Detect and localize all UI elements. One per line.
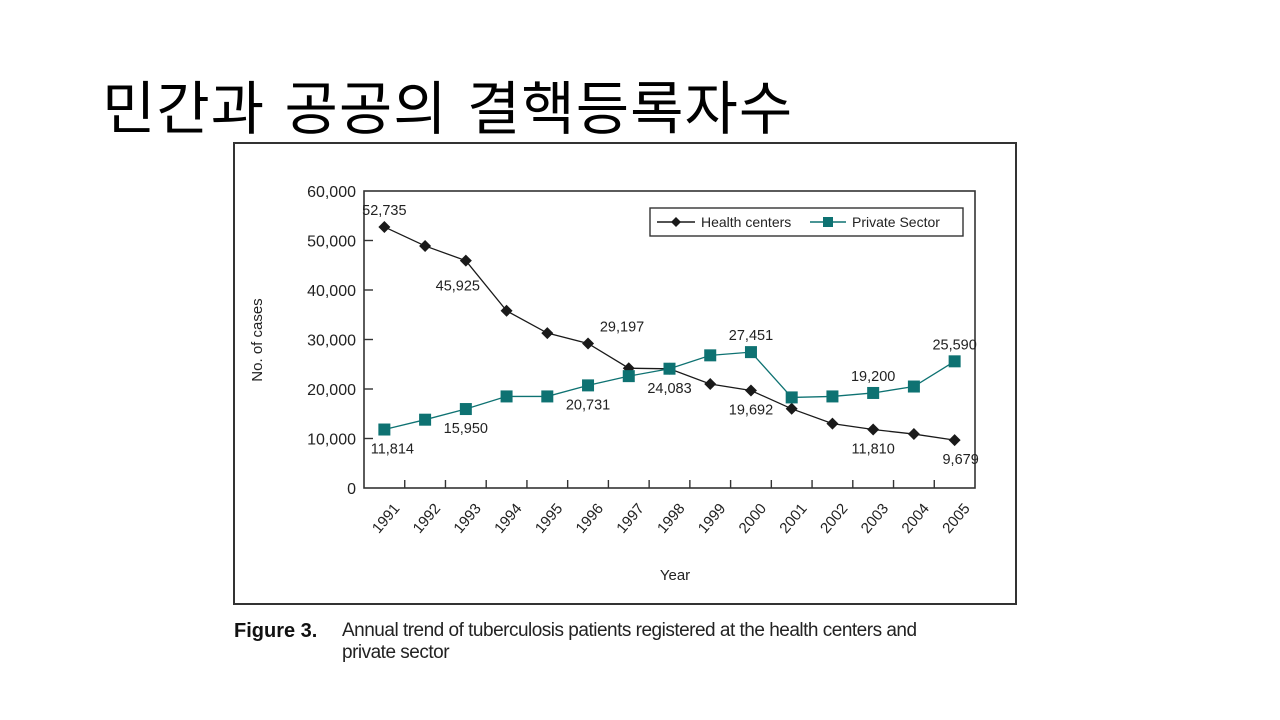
- x-tick-label: 1993: [450, 500, 484, 536]
- data-point-square: [622, 370, 635, 383]
- data-point-diamond: [907, 428, 920, 441]
- data-point-square: [744, 346, 757, 359]
- y-axis-ticks: 0 10,000 20,000 30,000 40,000 50,000 60,000: [307, 184, 373, 498]
- caption-line-1: Annual trend of tuberculosis patients re…: [342, 620, 917, 641]
- legend-box: [649, 207, 964, 237]
- data-point-square: [378, 423, 391, 436]
- data-point-diamond: [541, 327, 554, 340]
- x-tick-label: 1998: [654, 500, 688, 536]
- y-tick-label: 40,000: [307, 283, 356, 300]
- figure-caption: Figure 3. Annual trend of tuberculosis p…: [234, 620, 1034, 663]
- x-tick-label: 1994: [491, 500, 525, 536]
- x-tick-label: 1995: [532, 500, 566, 536]
- x-tick-label: 1991: [369, 500, 403, 536]
- data-point-square: [907, 380, 920, 393]
- x-tick-label: 2000: [736, 500, 770, 536]
- data-label: 15,950: [444, 421, 488, 437]
- data-point-diamond: [744, 384, 757, 397]
- y-tick-label: 10,000: [307, 432, 356, 449]
- data-label: 11,810: [852, 442, 895, 458]
- data-label: 27,451: [729, 328, 773, 344]
- data-point-diamond: [582, 337, 595, 350]
- y-tick-label: 20,000: [307, 382, 356, 399]
- legend-square-icon: [823, 217, 833, 227]
- caption-label: Figure 3.: [234, 620, 318, 642]
- data-point-square: [541, 390, 554, 403]
- data-point-diamond: [704, 378, 717, 391]
- chart-legend: Health centers Private Sector: [649, 207, 964, 237]
- data-point-diamond: [459, 254, 472, 267]
- y-tick-label: 60,000: [307, 184, 356, 201]
- data-point-square: [826, 390, 839, 403]
- data-point-diamond: [867, 423, 880, 436]
- caption-line-2: private sector: [342, 642, 450, 663]
- x-tick-label: 1992: [410, 500, 444, 536]
- data-point-square: [785, 391, 798, 404]
- data-point-square: [663, 362, 676, 375]
- data-labels: 52,735 45,925 29,197 24,083 19,692 11,810 9,67…: [362, 203, 979, 468]
- data-point-square: [867, 386, 880, 399]
- x-tick-label: 2001: [776, 500, 810, 536]
- data-label: 9,679: [942, 452, 978, 468]
- legend-label: Private Sector: [852, 214, 940, 230]
- data-point-square: [419, 413, 432, 426]
- data-point-square: [948, 355, 961, 368]
- x-tick-label: 1999: [695, 500, 729, 536]
- data-point-diamond: [419, 239, 432, 252]
- data-point-square: [582, 379, 595, 392]
- chart-series: [378, 220, 961, 447]
- x-tick-label: 2003: [858, 500, 892, 536]
- data-point-diamond: [378, 220, 391, 233]
- data-label: 19,692: [729, 403, 773, 419]
- data-label: 29,197: [600, 319, 644, 335]
- legend-diamond-icon: [671, 217, 681, 227]
- slide-title: 민간과 공공의 결핵등록자수: [102, 75, 794, 143]
- y-tick-label: 0: [347, 481, 356, 498]
- data-label: 25,590: [932, 337, 976, 353]
- x-tick-label: 2005: [939, 500, 973, 536]
- data-label: 45,925: [436, 279, 480, 295]
- legend-item-private-sector: Private Sector: [810, 214, 940, 230]
- data-label: 52,735: [362, 203, 406, 219]
- data-label: 11,814: [371, 442, 414, 458]
- data-point-square: [500, 390, 513, 403]
- data-point-square: [704, 349, 717, 362]
- y-tick-label: 30,000: [307, 333, 356, 350]
- data-point-diamond: [826, 417, 839, 430]
- data-label: 19,200: [851, 369, 895, 385]
- caption-text: Annual trend of tuberculosis patients re…: [342, 620, 1042, 664]
- legend-item-health-centers: Health centers: [657, 214, 791, 230]
- data-point-diamond: [948, 434, 961, 447]
- data-point-diamond: [500, 304, 513, 317]
- legend-label: Health centers: [701, 214, 791, 230]
- series-private-sector: [378, 346, 961, 436]
- data-point-square: [459, 403, 472, 416]
- y-tick-label: 50,000: [307, 234, 356, 251]
- data-point-diamond: [785, 402, 798, 415]
- x-axis-label: Year: [660, 567, 690, 584]
- x-tick-label: 2002: [817, 500, 851, 536]
- x-tick-label: 1997: [613, 500, 647, 536]
- data-label: 24,083: [647, 381, 691, 397]
- y-axis-label: No. of cases: [249, 298, 266, 381]
- x-tick-label: 2004: [898, 500, 932, 536]
- x-tick-label: 1996: [573, 500, 607, 536]
- data-label: 20,731: [566, 397, 610, 413]
